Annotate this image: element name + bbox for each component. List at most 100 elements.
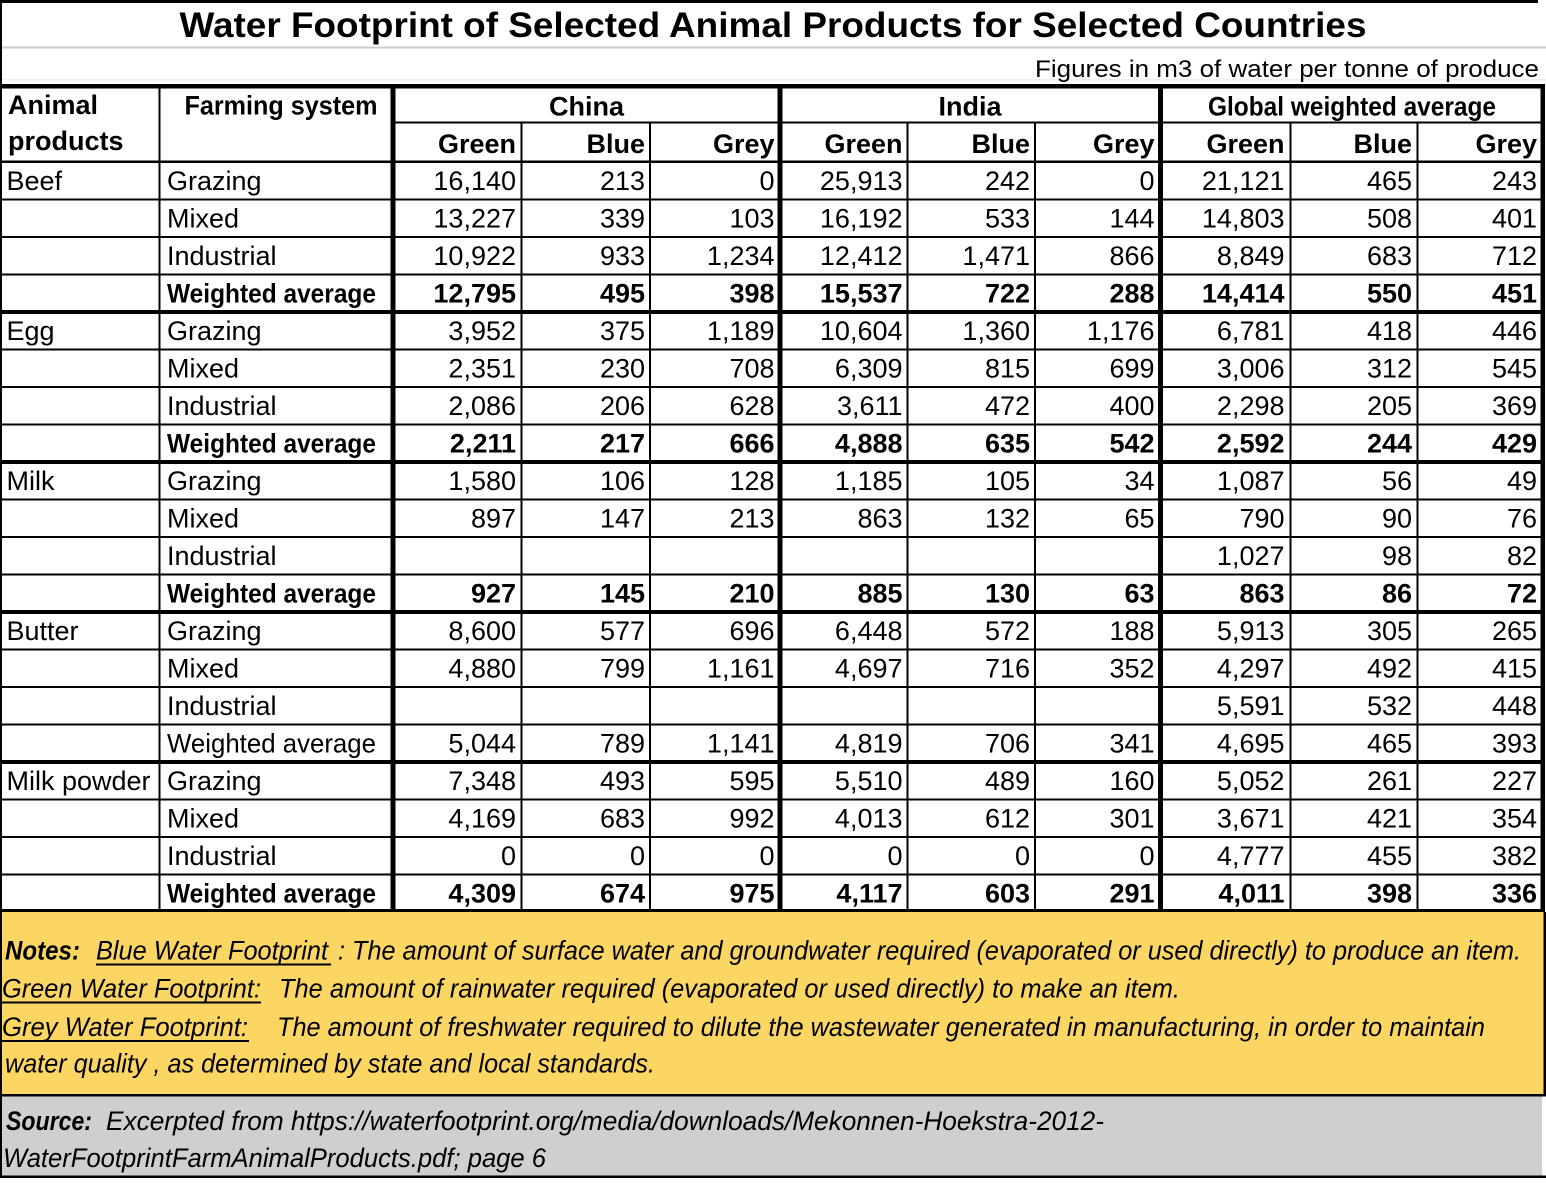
svg-text:305: 305 [1367,616,1412,646]
svg-text:Mixed: Mixed [167,654,239,684]
svg-text:Milk: Milk [7,466,55,496]
svg-text:Mixed: Mixed [167,354,239,384]
svg-text:291: 291 [1109,879,1154,909]
svg-text:492: 492 [1367,654,1412,684]
svg-text:Weighted average: Weighted average [167,729,376,759]
svg-text:4,695: 4,695 [1217,729,1285,759]
svg-text:Milk powder: Milk powder [7,766,151,796]
svg-text:722: 722 [985,279,1030,309]
svg-text:635: 635 [985,429,1030,459]
svg-text:382: 382 [1492,841,1537,871]
svg-text:0: 0 [1015,841,1030,871]
svg-text:5,052: 5,052 [1217,766,1285,796]
svg-text:The amount of rainwater requir: The amount of rainwater required (evapor… [279,974,1180,1004]
svg-text:106: 106 [600,466,645,496]
svg-text:Notes:: Notes: [5,936,80,966]
svg-text:Industrial: Industrial [167,841,277,871]
svg-text:0: 0 [1139,841,1154,871]
svg-text:4,011: 4,011 [1218,879,1284,909]
svg-text:82: 82 [1507,541,1537,571]
svg-text:Weighted average: Weighted average [167,429,376,459]
svg-text:572: 572 [985,616,1030,646]
svg-text:244: 244 [1367,429,1412,459]
svg-text:3,952: 3,952 [448,316,516,346]
svg-text:4,819: 4,819 [835,729,903,759]
svg-text:90: 90 [1382,504,1412,534]
svg-text:789: 789 [600,729,645,759]
svg-text:2,351: 2,351 [448,354,516,384]
svg-text:206: 206 [600,391,645,421]
svg-text:8,600: 8,600 [448,616,516,646]
svg-text:14,803: 14,803 [1202,204,1285,234]
svg-text:Green: Green [438,129,516,159]
svg-text:14,414: 14,414 [1202,279,1285,309]
svg-text:Weighted average: Weighted average [167,879,376,909]
svg-text:Green: Green [824,129,902,159]
svg-text:683: 683 [1367,241,1412,271]
svg-text:China: China [549,92,625,122]
svg-text:550: 550 [1367,279,1412,309]
svg-text:Mixed: Mixed [167,204,239,234]
svg-text:210: 210 [729,579,774,609]
svg-text:542: 542 [1109,429,1154,459]
svg-text:144: 144 [1109,204,1154,234]
svg-text:12,795: 12,795 [433,279,516,309]
svg-text:398: 398 [729,279,774,309]
svg-text:866: 866 [1109,241,1154,271]
svg-text:Blue: Blue [1353,129,1412,159]
svg-text:10,604: 10,604 [820,316,903,346]
svg-text:water quality , as determined: water quality , as determined by state a… [5,1049,655,1079]
svg-text:4,117: 4,117 [836,879,902,909]
svg-text:533: 533 [985,204,1030,234]
svg-text:446: 446 [1492,316,1537,346]
svg-text:532: 532 [1367,691,1412,721]
svg-text:375: 375 [600,316,645,346]
svg-text:2,086: 2,086 [448,391,516,421]
svg-text:927: 927 [471,579,516,609]
svg-text:261: 261 [1367,766,1412,796]
svg-text:Mixed: Mixed [167,804,239,834]
svg-text:0: 0 [1139,166,1154,196]
svg-text:699: 699 [1109,354,1154,384]
svg-text:4,777: 4,777 [1217,841,1285,871]
svg-text:674: 674 [600,879,645,909]
svg-text:Grey Water Footprint:: Grey Water Footprint: [2,1012,248,1042]
svg-text:86: 86 [1382,579,1412,609]
svg-text:16,192: 16,192 [820,204,903,234]
svg-text:706: 706 [985,729,1030,759]
svg-text:712: 712 [1492,241,1537,271]
svg-text:4,888: 4,888 [835,429,903,459]
svg-text:213: 213 [600,166,645,196]
svg-text:217: 217 [600,429,645,459]
svg-text:448: 448 [1492,691,1537,721]
svg-text:401: 401 [1492,204,1537,234]
svg-text:0: 0 [887,841,902,871]
svg-text:577: 577 [600,616,645,646]
svg-text:Global weighted average: Global weighted average [1208,92,1496,122]
svg-text:India: India [938,92,1002,122]
svg-text:Weighted average: Weighted average [167,579,376,609]
svg-text:495: 495 [600,279,645,309]
svg-text:Excerpted from https://waterfo: Excerpted from https://waterfootprint.or… [106,1106,1104,1136]
svg-text:Animal: Animal [8,90,98,120]
svg-text:1,141: 1,141 [707,729,775,759]
svg-text:Farming system: Farming system [185,91,378,121]
svg-text:230: 230 [600,354,645,384]
svg-text:628: 628 [729,391,774,421]
svg-text:429: 429 [1492,429,1537,459]
svg-text:1,087: 1,087 [1217,466,1285,496]
svg-text:612: 612 [985,804,1030,834]
svg-text:34: 34 [1124,466,1154,496]
svg-text:4,880: 4,880 [448,654,516,684]
svg-text:4,697: 4,697 [835,654,903,684]
svg-text:products: products [8,126,124,156]
svg-text:Grey: Grey [1093,129,1155,159]
svg-text:6,448: 6,448 [835,616,903,646]
svg-text:Grazing: Grazing [167,466,262,496]
svg-text:1,234: 1,234 [707,241,775,271]
svg-text:Water Footprint of Selected An: Water Footprint of Selected Animal Produ… [180,6,1367,45]
svg-text:696: 696 [729,616,774,646]
svg-text:8,849: 8,849 [1217,241,1285,271]
svg-text:933: 933 [600,241,645,271]
svg-text:Industrial: Industrial [167,541,277,571]
